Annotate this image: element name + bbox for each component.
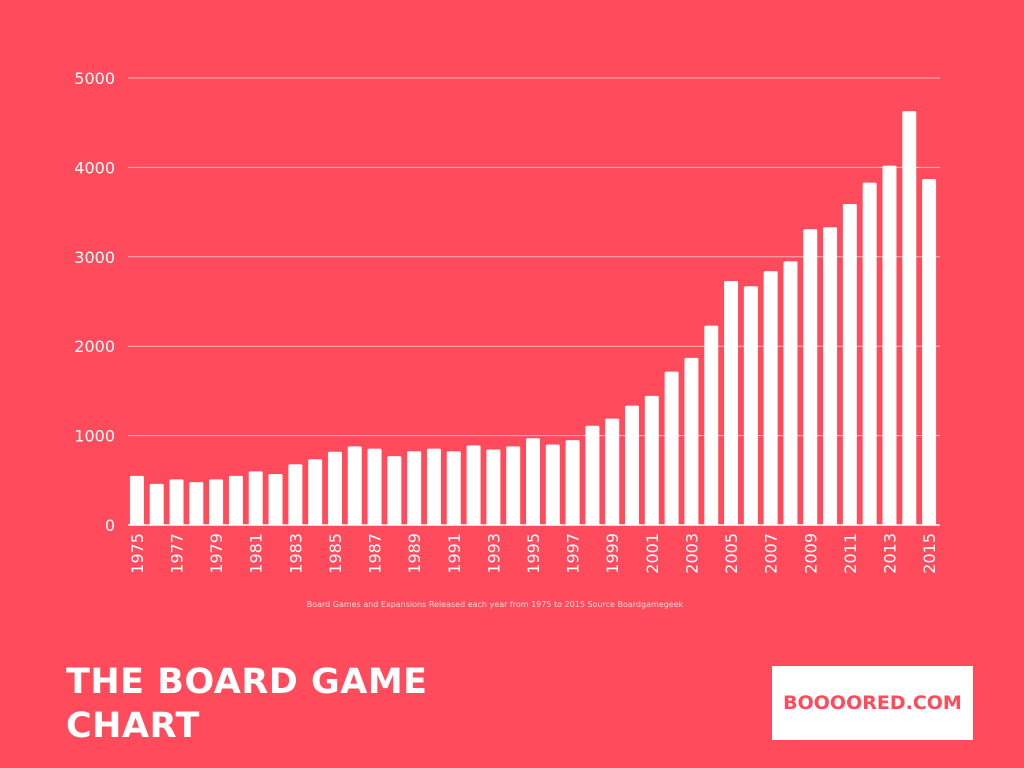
x-tick-label: 1981 bbox=[247, 533, 266, 574]
y-tick-label: 0 bbox=[105, 516, 115, 535]
bar-2013 bbox=[882, 165, 897, 525]
bar-2010 bbox=[823, 227, 838, 525]
bar-2002 bbox=[664, 371, 679, 525]
chart-caption: Board Games and Expansions Released each… bbox=[306, 600, 684, 609]
x-tick-label: 1975 bbox=[128, 533, 147, 574]
bar-1986 bbox=[347, 446, 362, 525]
x-axis-ticks: 1975 1977 1979 1981 1983 1985 1987 1989 1991 1993… bbox=[128, 533, 939, 574]
bar-1987 bbox=[367, 448, 382, 525]
x-tick-label: 1985 bbox=[326, 533, 345, 574]
bar-2004 bbox=[704, 325, 719, 525]
bars bbox=[129, 111, 937, 525]
x-tick-label: 2011 bbox=[841, 533, 860, 574]
bar-1994 bbox=[506, 446, 521, 525]
bar-2001 bbox=[644, 395, 659, 525]
bar-2011 bbox=[842, 204, 857, 525]
bar-1978 bbox=[189, 482, 204, 525]
bar-1981 bbox=[248, 471, 263, 525]
brand-logo: BOOOORED.COM bbox=[772, 666, 973, 740]
x-tick-label: 1977 bbox=[168, 533, 187, 574]
bar-2005 bbox=[724, 280, 739, 525]
bar-1985 bbox=[327, 451, 342, 525]
page-title: THE BOARD GAME CHART bbox=[66, 660, 428, 748]
x-tick-label: 2009 bbox=[801, 533, 820, 574]
bar-1976 bbox=[149, 483, 164, 525]
y-tick-label: 2000 bbox=[74, 337, 115, 356]
bar-1989 bbox=[407, 451, 422, 525]
x-tick-label: 2015 bbox=[920, 533, 939, 574]
bar-1996 bbox=[545, 444, 560, 525]
x-tick-label: 2007 bbox=[762, 533, 781, 574]
x-tick-label: 2001 bbox=[643, 533, 662, 574]
y-tick-label: 3000 bbox=[74, 248, 115, 267]
bar-2015 bbox=[922, 179, 937, 525]
bar-2007 bbox=[763, 271, 778, 525]
x-tick-label: 2005 bbox=[722, 533, 741, 574]
bar-1984 bbox=[308, 459, 323, 525]
y-tick-label: 5000 bbox=[74, 69, 115, 88]
x-tick-label: 1979 bbox=[207, 533, 226, 574]
bar-1982 bbox=[268, 474, 283, 525]
bar-2008 bbox=[783, 261, 798, 525]
bar-1998 bbox=[585, 425, 600, 525]
gridlines bbox=[128, 77, 940, 526]
bar-1997 bbox=[565, 440, 580, 525]
bar-1980 bbox=[228, 475, 243, 525]
bar-1988 bbox=[387, 456, 402, 525]
y-tick-label: 1000 bbox=[74, 427, 115, 446]
bar-1983 bbox=[288, 464, 303, 525]
bar-2009 bbox=[803, 229, 818, 525]
bar-2014 bbox=[902, 111, 917, 525]
y-tick-label: 4000 bbox=[74, 158, 115, 177]
bar-2006 bbox=[743, 286, 758, 525]
x-tick-label: 1983 bbox=[286, 533, 305, 574]
x-tick-label: 2003 bbox=[682, 533, 701, 574]
x-tick-label: 1989 bbox=[405, 533, 424, 574]
x-tick-label: 1993 bbox=[484, 533, 503, 574]
title-line-2: CHART bbox=[66, 706, 200, 746]
bar-1999 bbox=[605, 418, 620, 525]
bar-1992 bbox=[466, 445, 481, 525]
x-tick-label: 1997 bbox=[564, 533, 583, 574]
x-tick-label: 1987 bbox=[366, 533, 385, 574]
bar-1977 bbox=[169, 479, 184, 525]
bar-1979 bbox=[209, 479, 224, 525]
title-line-1: THE BOARD GAME bbox=[66, 662, 428, 702]
bar-2003 bbox=[684, 357, 699, 525]
x-tick-label: 1999 bbox=[603, 533, 622, 574]
bar-1993 bbox=[486, 449, 501, 525]
x-tick-label: 1995 bbox=[524, 533, 543, 574]
x-tick-label: 2013 bbox=[880, 533, 899, 574]
bar-1975 bbox=[129, 475, 144, 525]
bar-1995 bbox=[526, 438, 540, 525]
bar-2000 bbox=[625, 405, 640, 525]
bar-1990 bbox=[426, 448, 441, 525]
bar-2012 bbox=[862, 182, 877, 525]
x-tick-label: 1991 bbox=[445, 533, 464, 574]
y-axis-ticks: 0 1000 2000 3000 4000 5000 bbox=[74, 69, 115, 535]
bar-1991 bbox=[446, 451, 461, 525]
